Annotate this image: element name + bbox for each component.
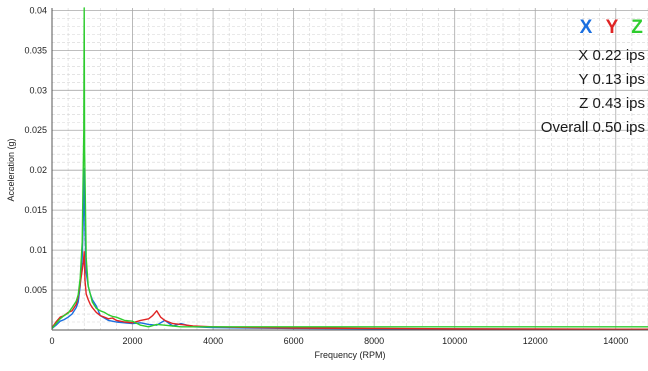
- series-layer: [51, 7, 648, 330]
- stat-y: Y 0.13 ips: [579, 71, 645, 88]
- y-tick-label: 0.03: [29, 85, 47, 95]
- legend-y-letter: Y: [606, 17, 619, 38]
- legend-x-letter: X: [580, 17, 593, 38]
- x-tick-label: 12000: [523, 336, 548, 346]
- x-axis-label: Frequency (RPM): [314, 350, 385, 360]
- y-tick-label: 0.025: [24, 125, 47, 135]
- major-grid: [52, 8, 648, 330]
- x-tick-labels: 0 2000 4000 6000 8000 10000 12000 14000: [49, 336, 628, 346]
- minor-grid: [52, 8, 648, 330]
- y-tick-label: 0.04: [29, 5, 47, 15]
- legend: X Y Z X 0.22 ips Y 0.13 ips Z 0.43 ips O…: [541, 17, 645, 136]
- axes: [51, 8, 648, 331]
- legend-z-letter: Z: [631, 17, 643, 38]
- y-tick-label: 0.015: [24, 205, 47, 215]
- plot-area: [52, 8, 648, 330]
- stat-z: Z 0.43 ips: [579, 95, 645, 112]
- stat-overall: Overall 0.50 ips: [541, 119, 645, 136]
- y-axis-label: Acceleration (g): [6, 138, 16, 201]
- x-tick-label: 6000: [284, 336, 304, 346]
- x-tick-label: 4000: [203, 336, 223, 346]
- x-tick-label: 0: [49, 336, 54, 346]
- y-tick-label: 0.005: [24, 285, 47, 295]
- stat-x: X 0.22 ips: [578, 47, 645, 64]
- x-tick-label: 10000: [442, 336, 467, 346]
- y-tick-label: 0.035: [24, 45, 47, 55]
- y-tick-labels: 0.005 0.01 0.015 0.02 0.025 0.03 0.035 0.04: [24, 5, 47, 295]
- x-tick-label: 14000: [603, 336, 628, 346]
- y-tick-label: 0.02: [29, 165, 47, 175]
- y-tick-label: 0.01: [29, 245, 47, 255]
- x-tick-label: 8000: [364, 336, 384, 346]
- series-line-z: [51, 7, 648, 329]
- x-tick-label: 2000: [123, 336, 143, 346]
